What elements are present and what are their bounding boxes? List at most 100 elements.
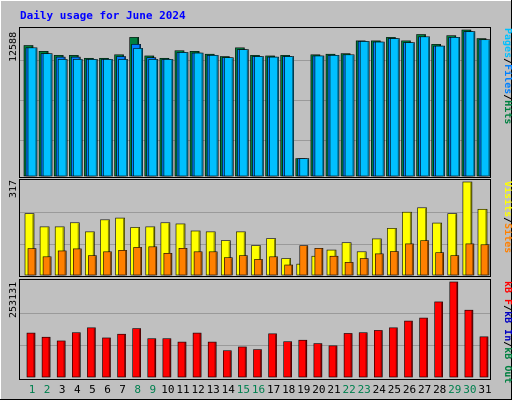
pages-bar-11 [178, 52, 189, 177]
legend-middle-part-1: / [502, 217, 512, 223]
pages-bar-17-shade [277, 57, 279, 176]
sites-bar-18 [284, 264, 294, 276]
sites-bar-25 [390, 251, 399, 276]
sites-bar-3-body [57, 250, 67, 276]
legend-visits-sites: Visits/Sites [502, 181, 512, 253]
kbf-bar-4 [72, 332, 81, 378]
sites-bar-12-shade [200, 252, 202, 275]
visits-bar-7-shade [123, 218, 125, 275]
kbf-bar-3-shade [63, 341, 65, 377]
pages-bar-17-body [269, 56, 279, 177]
sites-bar-6-shade [109, 252, 112, 275]
day-label-11: 11 [176, 383, 189, 396]
pages-bar-6-body [103, 59, 113, 177]
kbf-bar-28-body [434, 301, 444, 378]
pages-bar-28 [435, 45, 446, 177]
day-label-23: 23 [358, 383, 371, 396]
day-labels: 1 2 3 4 5 6 7 8 9 10 11 12 13 14 15 16 17 18 19 20 21 22 23 24 2… [29, 383, 492, 396]
kbf-bar-15 [238, 346, 247, 378]
sites-bar-1-shade [34, 249, 36, 275]
pages-bar-29-body [450, 37, 461, 177]
sites-bar-18-body [284, 264, 294, 276]
kbf-bar-24 [373, 330, 383, 378]
kbf-bar-16-shade [259, 350, 262, 377]
kbf-bar-12-shade [199, 333, 201, 377]
pages-bar-14-body [224, 57, 234, 177]
legend-top-part-0: Pages [502, 28, 512, 58]
kbf-bar-14-shade [229, 351, 231, 377]
panel-top-bars [23, 29, 491, 177]
kbf-bar-25-body [389, 327, 398, 378]
kbf-bar-19 [298, 339, 308, 378]
pages-bar-3-body [57, 59, 68, 177]
pages-bar-10-body [163, 59, 174, 177]
kbf-bar-20-body [313, 343, 323, 378]
kbf-bar-3 [56, 340, 66, 378]
sites-bar-5-body [88, 255, 97, 276]
sites-bar-19 [299, 245, 309, 276]
kbf-bar-29-body [449, 281, 459, 378]
kbf-bar-26-shade [410, 321, 413, 377]
day-label-31: 31 [478, 383, 491, 396]
pages-bar-23 [359, 41, 370, 177]
day-label-16: 16 [252, 383, 265, 396]
kbf-bar-13-shade [214, 342, 216, 377]
kbf-bar-28 [434, 301, 444, 378]
day-label-14: 14 [222, 383, 236, 396]
pages-bar-15-body [239, 49, 249, 177]
day-label-30: 30 [463, 383, 476, 396]
pages-bar-2 [42, 53, 53, 177]
sites-bar-7-body [118, 250, 127, 276]
sites-bar-17-body [269, 256, 278, 276]
pages-bar-19-body [299, 158, 310, 177]
visits-bar-31-shade [485, 209, 487, 275]
sites-bar-27 [420, 240, 429, 276]
pages-bar-23-shade [367, 42, 369, 176]
sites-bar-5-shade [94, 256, 96, 275]
sites-bar-24-shade [381, 254, 383, 275]
pages-bar-20 [314, 55, 325, 177]
pages-bar-19 [299, 158, 310, 177]
pages-bar-1-body [27, 47, 38, 177]
visits-bar-1-shade [32, 214, 34, 275]
sites-bar-24 [374, 253, 384, 276]
pages-bar-26 [405, 42, 415, 177]
sites-bar-16 [254, 259, 263, 276]
day-label-20: 20 [312, 383, 325, 396]
sites-bar-5 [88, 255, 97, 276]
pages-bar-22-shade [352, 55, 354, 176]
pages-bar-13-body [208, 55, 219, 177]
legend-top-part-4: Hits [502, 100, 512, 124]
sites-bar-2-shade [49, 257, 51, 275]
kbf-bar-26-body [404, 320, 413, 378]
middle-max-label: 317 [8, 180, 19, 198]
pages-bar-29 [450, 37, 461, 177]
day-label-4: 4 [74, 383, 81, 396]
kbf-bar-1-body [26, 332, 36, 378]
kbf-bar-4-body [72, 332, 81, 378]
sites-bar-6-body [103, 251, 112, 276]
pages-bar-21 [329, 55, 340, 177]
pages-bar-24-shade [382, 42, 384, 176]
sites-bar-10-body [163, 252, 173, 276]
pages-bar-9-shade [156, 60, 158, 176]
visits-bar-15-shade [243, 232, 245, 275]
sites-bar-11-shade [185, 248, 187, 275]
kbf-bar-30-shade [471, 310, 473, 377]
legend-top-part-1: / [502, 58, 512, 64]
kbf-bar-12-body [192, 332, 202, 378]
legend-middle-part-2: Sites [502, 223, 512, 253]
sites-bar-29 [450, 255, 460, 276]
kbf-bar-9 [147, 338, 157, 378]
sites-bar-17-shade [276, 257, 278, 275]
legend-bottom-part-2: kB In [502, 311, 512, 341]
day-label-10: 10 [161, 383, 174, 396]
day-label-29: 29 [448, 383, 461, 396]
day-label-15: 15 [237, 383, 250, 396]
sites-bar-11 [178, 248, 188, 276]
kbf-bar-29-shade [456, 282, 458, 377]
pages-bar-20-body [314, 55, 325, 177]
pages-bar-7-body [118, 59, 128, 177]
kbf-bar-27-shade [426, 318, 428, 377]
